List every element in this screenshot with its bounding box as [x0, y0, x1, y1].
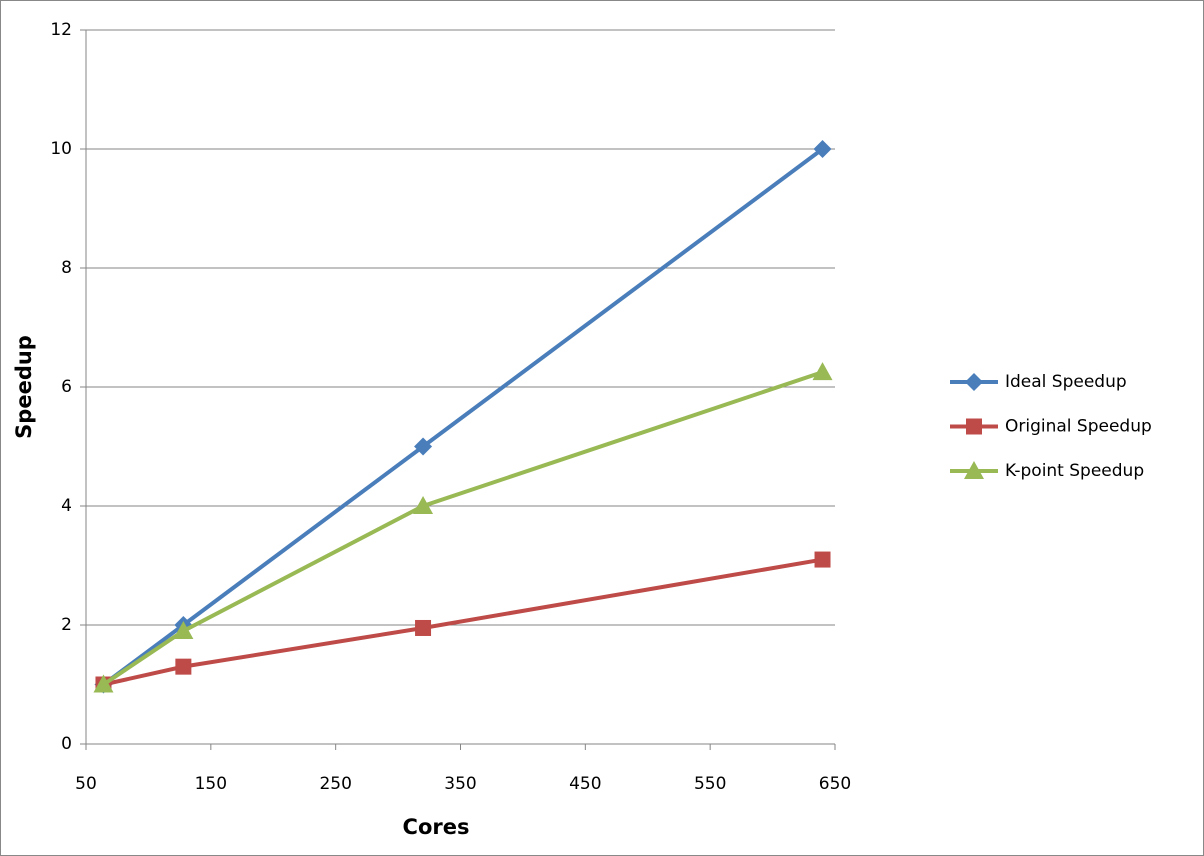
series-line — [103, 557, 823, 687]
x-tick-label: 350 — [444, 774, 476, 794]
x-tick-label: 150 — [195, 774, 227, 794]
marker — [93, 674, 114, 693]
y-axis-title: Speedup — [12, 335, 36, 439]
legend-label: K-point Speedup — [1005, 461, 1144, 481]
legend-label: Original Speedup — [1005, 417, 1152, 437]
marker — [965, 373, 983, 391]
x-axis-title: Cores — [403, 815, 470, 839]
y-tick-label: 12 — [50, 20, 72, 40]
marker — [173, 620, 194, 639]
marker — [415, 619, 432, 636]
marker — [175, 658, 192, 675]
marker — [814, 551, 831, 568]
x-tick-label: 550 — [694, 774, 726, 794]
marker — [413, 496, 434, 514]
x-tick-label: 650 — [819, 774, 851, 794]
series-line — [102, 370, 824, 687]
x-tick-label: 450 — [569, 774, 601, 794]
y-tick-label: 2 — [61, 615, 72, 635]
y-tick-label: 6 — [61, 377, 72, 397]
y-tick-label: 10 — [50, 139, 72, 159]
series-line — [102, 147, 824, 687]
x-tick-label: 50 — [75, 774, 97, 794]
marker — [813, 140, 832, 158]
y-tick-label: 4 — [61, 496, 72, 516]
marker — [966, 418, 982, 435]
y-tick-label: 8 — [61, 258, 72, 278]
legend-label: Ideal Speedup — [1005, 372, 1127, 392]
y-tick-label: 0 — [61, 734, 72, 754]
marker — [414, 437, 433, 456]
x-tick-label: 250 — [319, 774, 351, 794]
marker — [812, 362, 833, 381]
marker — [964, 461, 984, 479]
